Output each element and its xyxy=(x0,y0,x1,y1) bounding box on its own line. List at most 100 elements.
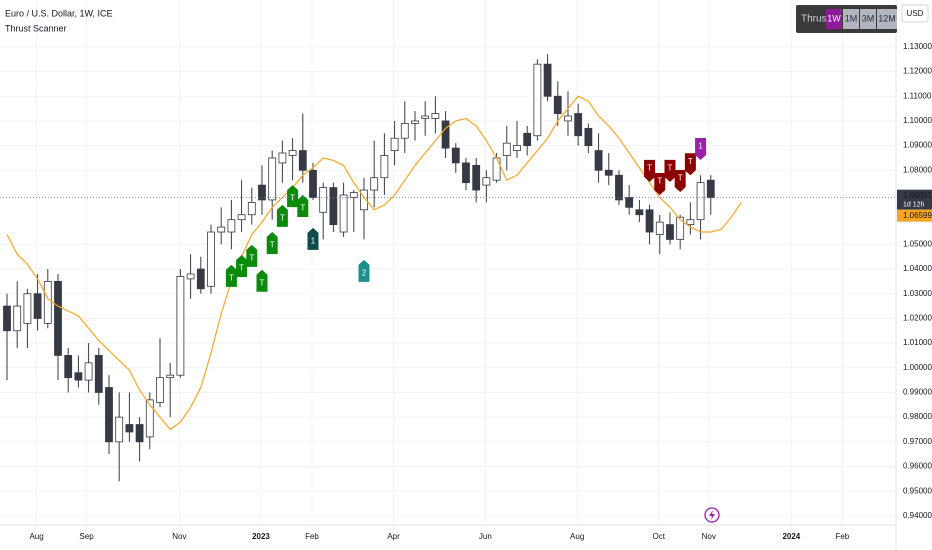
candle-body xyxy=(115,416,124,443)
candle xyxy=(196,256,205,294)
x-tick-label: Jun xyxy=(479,532,492,541)
candle-body xyxy=(523,132,532,147)
y-tick-label: 1.11000 xyxy=(903,91,932,100)
moving-average xyxy=(6,95,742,431)
x-tick-label: Nov xyxy=(702,532,716,541)
candle xyxy=(696,175,705,240)
signal-label: T xyxy=(668,164,673,173)
x-tick-label: Aug xyxy=(29,532,43,541)
candle xyxy=(594,133,603,183)
candle-body xyxy=(380,155,389,179)
signal-shape xyxy=(297,194,309,217)
candle xyxy=(288,138,297,181)
candle-body xyxy=(43,280,52,324)
candle-body xyxy=(23,293,32,324)
icon-bolt[interactable] xyxy=(709,510,715,520)
signal-label: T xyxy=(688,157,693,166)
signal-marker: 1 xyxy=(695,137,707,160)
candle-body xyxy=(196,268,205,290)
candle-body xyxy=(604,169,613,176)
signal-label: T xyxy=(290,194,295,203)
candle xyxy=(349,190,358,233)
signal-marker: T xyxy=(684,153,696,176)
candle-body xyxy=(533,63,542,137)
candle xyxy=(472,157,481,203)
candle xyxy=(706,175,715,215)
signal-shape xyxy=(664,159,676,182)
currency-label[interactable]: USD xyxy=(907,9,924,18)
candle-body xyxy=(247,201,256,216)
toolbar-title: Thrust xyxy=(801,14,830,25)
timeframe-label[interactable]: 3M xyxy=(862,13,875,23)
x-tick-label: 2023 xyxy=(252,532,270,541)
candle-body xyxy=(655,221,664,235)
candle xyxy=(625,185,634,215)
signal-label: T xyxy=(229,273,234,282)
candle xyxy=(135,417,144,462)
candle-body xyxy=(676,216,685,240)
y-tick-label: 1.01000 xyxy=(903,338,932,347)
candle xyxy=(615,170,623,205)
candle-body xyxy=(74,372,83,381)
candle xyxy=(339,182,348,237)
candle-body xyxy=(258,184,266,201)
candle xyxy=(94,348,103,405)
candle xyxy=(227,199,236,250)
candle xyxy=(64,348,73,393)
candle-body xyxy=(145,399,154,438)
candle xyxy=(676,214,685,250)
timeframe-label[interactable]: 1W xyxy=(827,13,841,23)
timeframe-label[interactable]: 1M xyxy=(845,13,858,23)
signal-label: T xyxy=(280,213,285,222)
candle xyxy=(186,254,195,299)
x-tick-label: Feb xyxy=(835,532,849,541)
candle xyxy=(115,392,124,482)
candle xyxy=(145,392,154,450)
candle-body xyxy=(594,150,603,171)
candle-body xyxy=(360,189,368,211)
signal-label: 1 xyxy=(311,236,316,245)
x-tick-label: Sep xyxy=(79,532,94,541)
y-tick-label: 1.03000 xyxy=(903,289,932,298)
candle xyxy=(411,111,419,141)
candle-body xyxy=(574,113,583,137)
candle-body xyxy=(441,120,450,149)
candle-body xyxy=(543,63,552,97)
candle xyxy=(23,288,32,349)
signal-marker: T xyxy=(266,232,278,255)
candle xyxy=(237,180,246,233)
signal-label: T xyxy=(239,264,244,273)
timeframe-label[interactable]: 12M xyxy=(878,13,896,23)
signal-marker: T xyxy=(664,159,676,182)
candle xyxy=(523,125,532,156)
signal-shape xyxy=(358,259,370,282)
currency-button[interactable] xyxy=(901,4,929,23)
signal-label: T xyxy=(260,278,265,287)
candle-body xyxy=(472,164,481,191)
candle-body xyxy=(84,362,93,381)
signal-marker: T xyxy=(276,204,288,227)
signal-shape xyxy=(236,254,248,277)
timeframe-button[interactable] xyxy=(877,9,897,29)
ma-price-box xyxy=(897,209,932,222)
candle-body xyxy=(553,95,562,114)
timeframe-button[interactable] xyxy=(843,9,859,29)
candle-body xyxy=(207,231,215,287)
candle-body xyxy=(105,387,113,443)
candle xyxy=(319,182,328,240)
x-tick-label: Nov xyxy=(172,532,186,541)
last-price-box xyxy=(897,189,932,210)
signal-marker: T xyxy=(297,194,309,217)
alert-icon[interactable] xyxy=(704,507,720,523)
y-tick-label: 1.05000 xyxy=(903,239,932,248)
signal-label: 2 xyxy=(362,269,367,278)
timeframe-button[interactable] xyxy=(860,9,876,29)
icon-circle[interactable] xyxy=(704,507,720,523)
candle-body xyxy=(33,293,42,319)
y-tick-label: 0.96000 xyxy=(903,462,932,471)
candle-body xyxy=(502,142,511,156)
timeframe-button[interactable] xyxy=(826,9,842,29)
y-tick-label: 0.98000 xyxy=(903,412,932,421)
signal-marker: T xyxy=(246,244,258,267)
